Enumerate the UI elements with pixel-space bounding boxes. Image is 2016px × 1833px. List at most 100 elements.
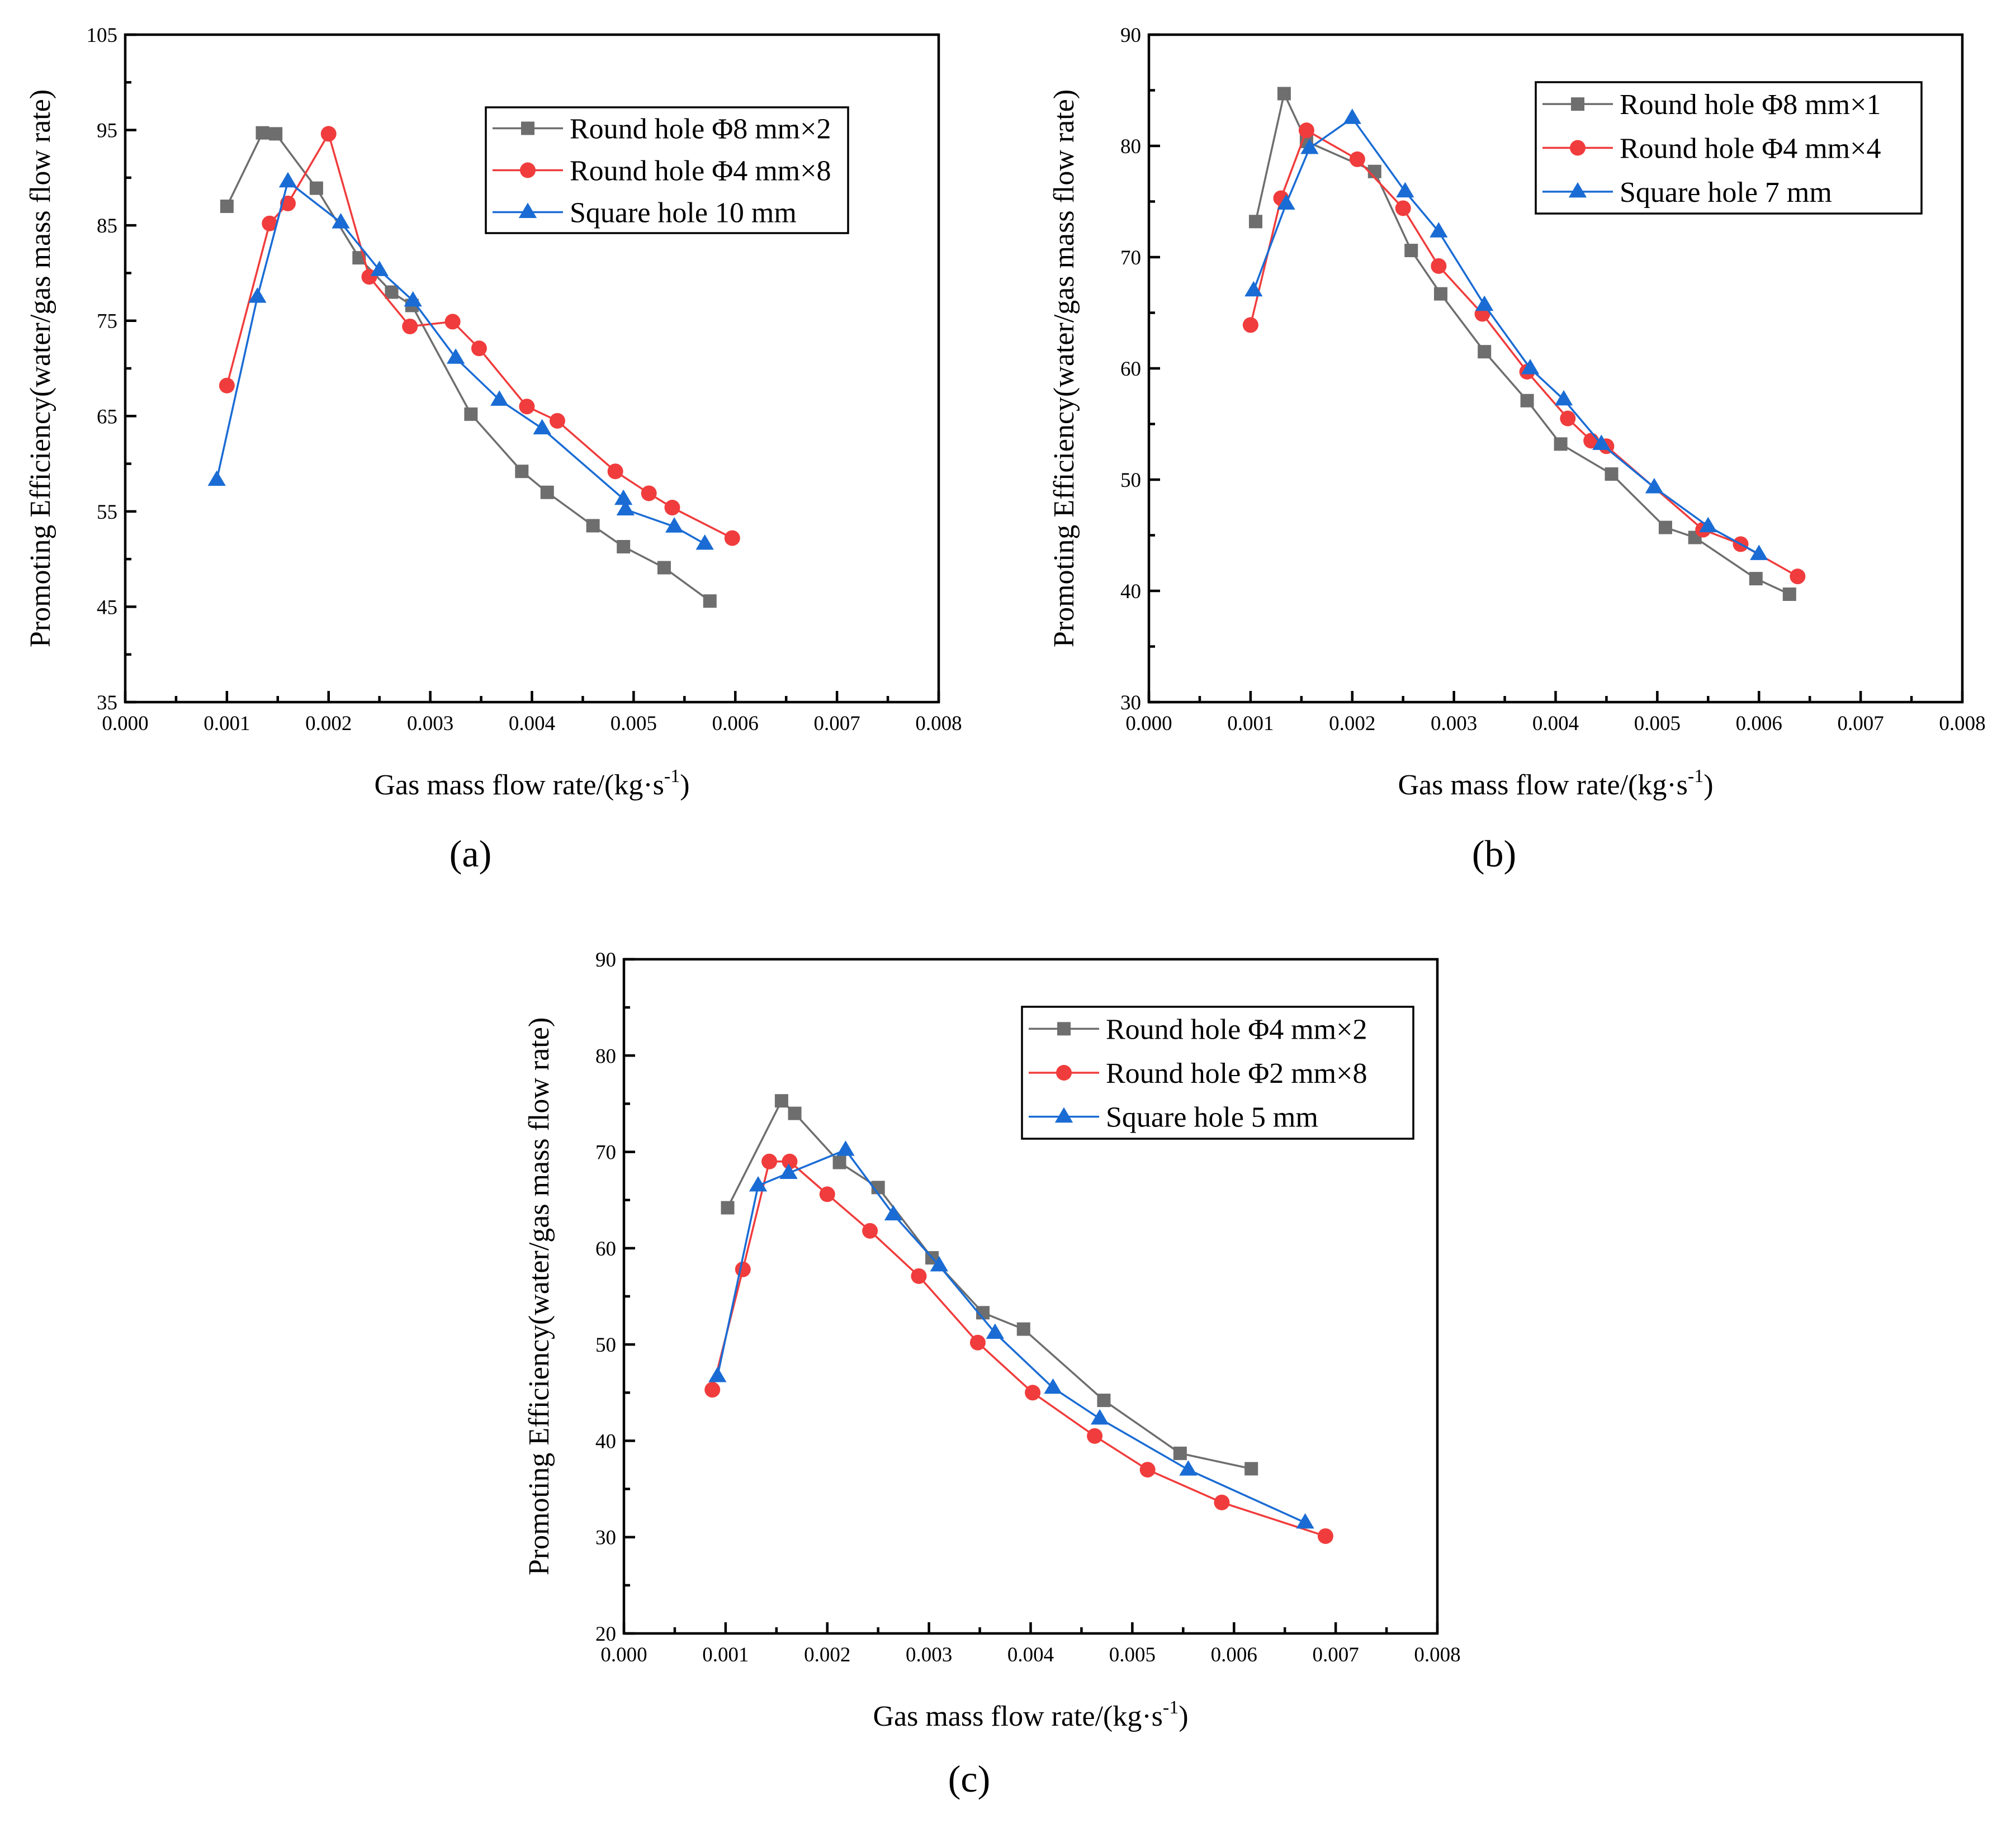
data-point-triangle <box>446 348 465 364</box>
data-point-circle <box>735 1261 751 1277</box>
y-tick-label: 85 <box>97 215 117 238</box>
data-point-circle <box>1431 258 1447 274</box>
data-point-square <box>515 465 529 479</box>
data-point-circle <box>761 1153 778 1169</box>
x-tick-label: 0.004 <box>509 712 555 735</box>
data-point-circle <box>1349 151 1365 167</box>
data-point-square <box>1277 87 1291 101</box>
data-point-square <box>1248 215 1262 229</box>
data-point-square <box>464 407 478 421</box>
data-point-triangle <box>1592 434 1611 450</box>
data-point-circle <box>1214 1494 1230 1510</box>
data-point-square <box>617 539 631 553</box>
y-tick-label: 90 <box>1120 24 1141 47</box>
data-point-square <box>832 1155 846 1169</box>
legend-label: Square hole 10 mm <box>570 197 797 229</box>
data-point-square <box>1554 437 1568 451</box>
data-point-circle <box>607 463 623 480</box>
y-tick-label: 80 <box>595 1045 616 1068</box>
series-3 <box>1244 108 1768 560</box>
data-point-circle <box>320 126 337 142</box>
x-tick-label: 0.007 <box>1313 1643 1359 1666</box>
data-point-square <box>1173 1446 1187 1460</box>
y-tick-label: 30 <box>1120 691 1141 714</box>
data-point-triangle <box>695 534 714 550</box>
data-point-triangle <box>1343 108 1361 124</box>
data-point-triangle <box>1475 295 1494 311</box>
x-tick-label: 0.004 <box>1007 1643 1054 1666</box>
panel-c: 0.000 0.001 0.002 0.003 0.004 0.005 0.006 0.007… <box>523 949 1461 1800</box>
data-point-square <box>703 594 717 608</box>
data-point-square <box>1433 287 1447 301</box>
x-tick-label: 0.001 <box>1227 712 1274 735</box>
legend: Round hole Φ8 mm×2 Round hole Φ4 mm×8 Squa… <box>485 106 849 234</box>
data-point-triangle <box>1750 544 1768 560</box>
data-point-circle <box>262 215 278 231</box>
x-tick-label: 0.007 <box>814 712 860 735</box>
y-tick-label: 65 <box>97 405 117 428</box>
legend-label: Square hole 5 mm <box>1106 1102 1318 1134</box>
y-axis-label: Promoting Efficiency(water/gas mass flow… <box>25 89 56 647</box>
data-point-square <box>1478 345 1492 359</box>
panel-b: 0.000 0.001 0.002 0.003 0.004 0.005 0.006 0.007… <box>1048 24 1986 875</box>
data-point-circle <box>1025 1385 1041 1401</box>
data-point-circle <box>1139 1462 1156 1478</box>
data-point-circle <box>1790 569 1806 585</box>
legend-label: Square hole 7 mm <box>1620 177 1832 209</box>
x-axis-label: Gas mass flow rate/(kg·s-1) <box>873 1697 1188 1732</box>
y-tick-label: 20 <box>595 1623 616 1646</box>
data-point-square <box>586 519 600 533</box>
legend: Round hole Φ8 mm×1 Round hole Φ4 mm×4 Squa… <box>1535 81 1923 215</box>
data-point-circle <box>969 1334 986 1351</box>
data-point-square <box>309 181 323 195</box>
y-tick-label: 60 <box>595 1238 616 1261</box>
y-tick-label: 50 <box>595 1334 616 1357</box>
data-point-triangle <box>533 419 551 434</box>
legend-marker <box>521 121 534 135</box>
data-point-circle <box>1242 317 1258 333</box>
legend-marker <box>518 202 537 219</box>
y-tick-label: 70 <box>1120 247 1141 269</box>
x-tick-label: 0.008 <box>1939 712 1985 735</box>
x-axis-label: Gas mass flow rate/(kg·s-1) <box>374 766 689 801</box>
data-point-square <box>1404 244 1418 258</box>
x-tick-label: 0.004 <box>1532 712 1579 735</box>
data-point-square <box>1367 164 1381 178</box>
data-point-square <box>1782 587 1796 601</box>
data-point-triangle <box>248 287 267 303</box>
data-point-square <box>255 126 269 140</box>
series-1 <box>721 1094 1258 1476</box>
data-point-triangle <box>370 260 389 276</box>
legend-marker <box>1571 97 1584 111</box>
data-point-triangle <box>1277 194 1295 210</box>
x-tick-label: 0.001 <box>702 1643 749 1666</box>
x-tick-label: 0.000 <box>102 712 148 735</box>
data-point-triangle <box>1396 182 1414 198</box>
data-point-triangle <box>1091 1409 1109 1425</box>
x-tick-label: 0.000 <box>600 1643 647 1666</box>
y-tick-label: 75 <box>97 310 117 333</box>
x-tick-label: 0.005 <box>1634 712 1681 735</box>
y-tick-label: 30 <box>595 1527 616 1550</box>
data-point-triangle <box>708 1366 727 1382</box>
x-tick-label: 0.006 <box>712 712 759 735</box>
data-point-triangle <box>1044 1378 1062 1394</box>
legend-marker <box>1056 1065 1072 1081</box>
data-point-circle <box>549 413 565 429</box>
series-line <box>711 1161 1326 1537</box>
data-point-circle <box>1560 410 1576 427</box>
data-point-triangle <box>884 1205 903 1221</box>
data-point-triangle <box>1645 477 1664 494</box>
y-tick-label: 60 <box>1120 358 1141 381</box>
legend-label: Round hole Φ4 mm×4 <box>1620 133 1881 165</box>
data-point-circle <box>862 1223 878 1239</box>
x-tick-label: 0.005 <box>611 712 657 735</box>
data-point-triangle <box>1554 390 1573 406</box>
x-tick-label: 0.001 <box>204 712 250 735</box>
data-point-square <box>774 1094 788 1108</box>
x-axis-label: Gas mass flow rate/(kg·s-1) <box>1398 766 1713 801</box>
x-tick-label: 0.003 <box>407 712 453 735</box>
legend-label: Round hole Φ8 mm×1 <box>1620 89 1881 121</box>
data-point-triangle <box>332 213 350 229</box>
